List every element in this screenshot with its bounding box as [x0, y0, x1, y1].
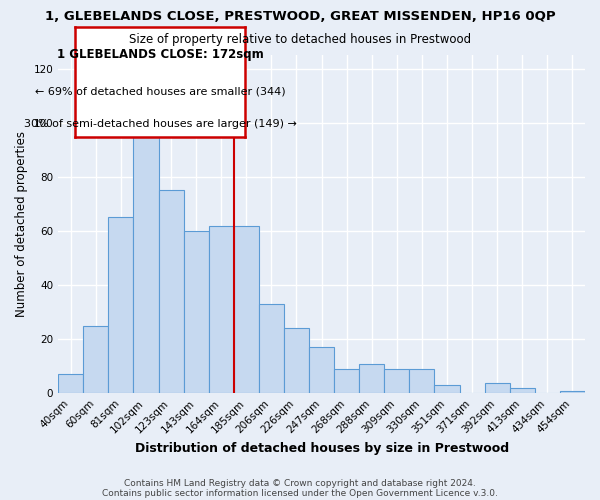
- Text: Size of property relative to detached houses in Prestwood: Size of property relative to detached ho…: [129, 32, 471, 46]
- Bar: [284, 328, 309, 394]
- X-axis label: Distribution of detached houses by size in Prestwood: Distribution of detached houses by size …: [134, 442, 509, 455]
- Bar: [560, 390, 585, 394]
- Bar: [510, 388, 535, 394]
- Text: 1, GLEBELANDS CLOSE, PRESTWOOD, GREAT MISSENDEN, HP16 0QP: 1, GLEBELANDS CLOSE, PRESTWOOD, GREAT MI…: [44, 10, 556, 23]
- Text: ← 69% of detached houses are smaller (344): ← 69% of detached houses are smaller (34…: [35, 86, 286, 96]
- Text: Contains public sector information licensed under the Open Government Licence v.: Contains public sector information licen…: [102, 488, 498, 498]
- Text: 30% of semi-detached houses are larger (149) →: 30% of semi-detached houses are larger (…: [23, 119, 296, 129]
- Bar: [184, 231, 209, 394]
- Bar: [234, 226, 259, 394]
- Bar: [359, 364, 385, 394]
- Bar: [434, 385, 460, 394]
- Bar: [58, 374, 83, 394]
- Bar: [409, 369, 434, 394]
- Bar: [133, 136, 158, 394]
- Text: 1 GLEBELANDS CLOSE: 172sqm: 1 GLEBELANDS CLOSE: 172sqm: [56, 48, 263, 62]
- Bar: [485, 382, 510, 394]
- Y-axis label: Number of detached properties: Number of detached properties: [15, 131, 28, 317]
- Bar: [209, 226, 234, 394]
- Bar: [385, 369, 409, 394]
- Text: Contains HM Land Registry data © Crown copyright and database right 2024.: Contains HM Land Registry data © Crown c…: [124, 478, 476, 488]
- Bar: [158, 190, 184, 394]
- Bar: [309, 348, 334, 394]
- Bar: [109, 218, 133, 394]
- Bar: [334, 369, 359, 394]
- Bar: [83, 326, 109, 394]
- Bar: [259, 304, 284, 394]
